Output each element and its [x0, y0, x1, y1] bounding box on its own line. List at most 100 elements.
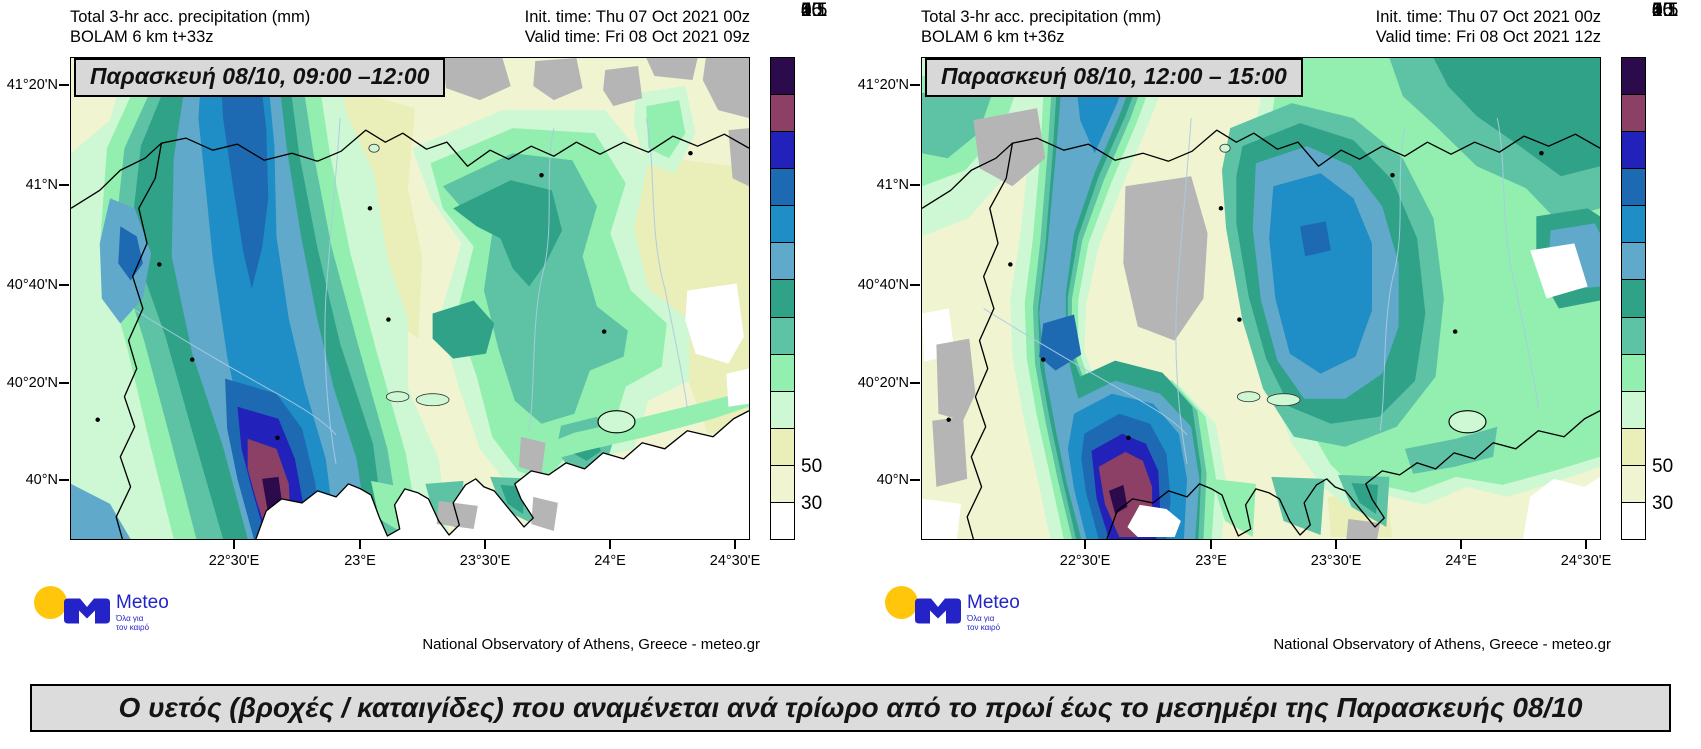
- init-time: Init. time: Thu 07 Oct 2021 00z: [524, 8, 750, 26]
- colorbar-label: 1: [1652, 0, 1663, 21]
- lon-tick: [484, 540, 486, 549]
- colorbar-label: 20: [1652, 0, 1674, 21]
- lat-tick-label: 41°N: [25, 177, 58, 193]
- caption-banner: Ο υετός (βροχές / καταιγίδες) που αναμέν…: [30, 684, 1671, 732]
- lon-tick: [1210, 540, 1212, 549]
- colorbar-label: 2: [1652, 0, 1663, 21]
- lon-tick-label: 24°30'E: [709, 553, 761, 569]
- colorbar: [1621, 57, 1646, 540]
- colorbar-label: 4: [1652, 0, 1663, 21]
- product-title: Total 3-hr acc. precipitation (mm): [70, 8, 311, 26]
- lon-tick: [1460, 540, 1462, 549]
- colorbar-label: 5: [801, 0, 812, 21]
- time-header-left: Init. time: Thu 07 Oct 2021 00z Valid ti…: [330, 8, 750, 47]
- lat-tick-label: 40°20'N: [857, 375, 909, 391]
- lat-tick-label: 40°20'N: [6, 375, 58, 391]
- colorbar-label: 50: [801, 456, 823, 477]
- colorbar-label: 30: [1652, 493, 1674, 514]
- time-header-right: Init. time: Thu 07 Oct 2021 00z Valid ti…: [1181, 8, 1601, 47]
- lon-tick-label: 23°E: [344, 553, 376, 569]
- valid-time: Valid time: Fri 08 Oct 2021 09z: [524, 27, 750, 46]
- map-right: Παρασκευή 08/10, 12:00 – 15:00: [921, 57, 1601, 540]
- period-box: Παρασκευή 08/10, 12:00 – 15:00: [925, 58, 1303, 97]
- lat-tick-label: 40°40'N: [857, 277, 909, 293]
- product-title: Total 3-hr acc. precipitation (mm): [921, 8, 1162, 26]
- lat-tick: [910, 184, 920, 186]
- colorbar-label: 20: [801, 0, 823, 21]
- logo-wordmark: Meteo: [116, 592, 169, 613]
- lat-tick-label: 41°N: [876, 177, 909, 193]
- lon-tick: [359, 540, 361, 549]
- precip-map-0912: [71, 58, 749, 539]
- product-header-left: Total 3-hr acc. precipitation (mm) BOLAM…: [70, 8, 310, 47]
- colorbar-label: 50: [1652, 456, 1674, 477]
- colorbar-label: 4: [801, 0, 812, 21]
- colorbar-label: 3: [801, 0, 812, 21]
- credit-line: National Observatory of Athens, Greece -…: [422, 636, 760, 653]
- model-run: BOLAM 6 km t+33z: [70, 27, 214, 46]
- precip-map-1215: [922, 58, 1600, 539]
- lat-tick: [59, 382, 69, 384]
- valid-time: Valid time: Fri 08 Oct 2021 12z: [1375, 27, 1601, 46]
- lon-tick: [233, 540, 235, 549]
- lat-tick-label: 40°40'N: [6, 277, 58, 293]
- lon-tick-label: 24°30'E: [1560, 553, 1612, 569]
- lon-tick-label: 22°30'E: [208, 553, 260, 569]
- colorbar-label: 0.1: [1652, 0, 1679, 21]
- lat-tick: [910, 479, 920, 481]
- lon-tick-label: 23°30'E: [1310, 553, 1362, 569]
- lon-tick-label: 22°30'E: [1059, 553, 1111, 569]
- lon-tick: [1335, 540, 1337, 549]
- sun-icon: [885, 586, 918, 619]
- lon-tick: [1084, 540, 1086, 549]
- colorbar-label: 2: [801, 0, 812, 21]
- period-box: Παρασκευή 08/10, 09:00 –12:00: [74, 58, 446, 97]
- lat-tick-label: 40°N: [25, 472, 58, 488]
- meteo-m-icon: [64, 598, 110, 624]
- meteo-m-icon: [915, 598, 961, 624]
- model-run: BOLAM 6 km t+36z: [921, 27, 1065, 46]
- lat-tick: [59, 479, 69, 481]
- colorbar: [770, 57, 795, 540]
- lat-tick: [59, 84, 69, 86]
- credit-line: National Observatory of Athens, Greece -…: [1273, 636, 1611, 653]
- panel-left: Total 3-hr acc. precipitation (mm) BOLAM…: [0, 0, 850, 690]
- colorbar-label: 10: [801, 0, 823, 21]
- colorbar-label: 30: [801, 493, 823, 514]
- meteo-logo: Meteo Όλα για τον καιρό: [877, 580, 1097, 640]
- period-label: Παρασκευή 08/10, 09:00 –12:00: [90, 63, 430, 89]
- lat-tick: [910, 84, 920, 86]
- lat-tick: [59, 184, 69, 186]
- caption-text: Ο υετός (βροχές / καταιγίδες) που αναμέν…: [118, 692, 1583, 723]
- period-label: Παρασκευή 08/10, 12:00 – 15:00: [941, 63, 1287, 89]
- lon-tick: [734, 540, 736, 549]
- colorbar-label: 5: [1652, 0, 1663, 21]
- colorbar-label: 0.1: [801, 0, 828, 21]
- lon-tick-label: 24°E: [1445, 553, 1477, 569]
- colorbar-label: 15: [1652, 0, 1674, 21]
- lon-tick-label: 23°30'E: [459, 553, 511, 569]
- colorbar-label: 15: [801, 0, 823, 21]
- meteo-logo: Meteo Όλα για τον καιρό: [26, 580, 246, 640]
- colorbar-label: 0.5: [1652, 0, 1679, 21]
- colorbar-label: 10: [1652, 0, 1674, 21]
- colorbar-label: 3: [1652, 0, 1663, 21]
- map-left: Παρασκευή 08/10, 09:00 –12:00: [70, 57, 750, 540]
- colorbar-label: 1: [801, 0, 812, 21]
- lon-tick: [1585, 540, 1587, 549]
- product-header-right: Total 3-hr acc. precipitation (mm) BOLAM…: [921, 8, 1161, 47]
- sun-icon: [34, 586, 67, 619]
- colorbar-label: 0.5: [801, 0, 828, 21]
- lat-tick: [910, 382, 920, 384]
- lon-tick-label: 24°E: [594, 553, 626, 569]
- lon-tick: [609, 540, 611, 549]
- logo-wordmark: Meteo: [967, 592, 1020, 613]
- lat-tick: [59, 284, 69, 286]
- lat-tick: [910, 284, 920, 286]
- lat-tick-label: 40°N: [876, 472, 909, 488]
- logo-tagline: Όλα για τον καιρό: [116, 614, 150, 632]
- logo-tagline: Όλα για τον καιρό: [967, 614, 1001, 632]
- lat-tick-label: 41°20'N: [6, 77, 58, 93]
- lon-tick-label: 23°E: [1195, 553, 1227, 569]
